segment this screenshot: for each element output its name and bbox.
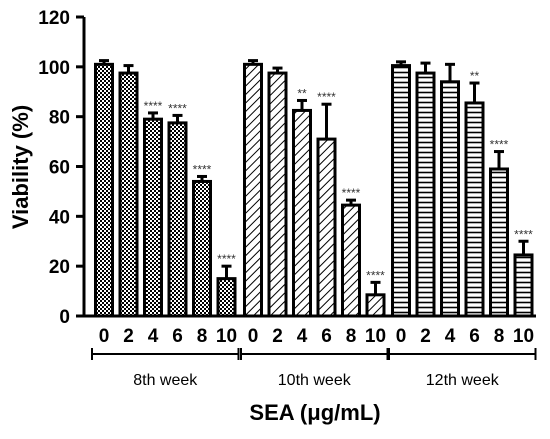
group-label: 8th week — [133, 372, 198, 389]
group-label: 10th week — [278, 372, 352, 389]
bar — [365, 293, 386, 318]
bar — [267, 71, 288, 318]
y-tick-label: 100 — [38, 58, 70, 79]
significance-label: **** — [144, 99, 163, 113]
significance-label: **** — [514, 227, 533, 241]
category-label: 4 — [148, 326, 159, 347]
y-tick-label: 60 — [49, 158, 70, 179]
bar — [341, 203, 361, 318]
bar — [440, 80, 460, 318]
category-label: 0 — [396, 326, 407, 347]
bar — [415, 71, 436, 318]
significance-label: **** — [193, 162, 212, 176]
x-axis-title: SEA (μg/mL) — [249, 400, 380, 425]
bar-series: **** ************** ********************** — [84, 59, 536, 318]
y-tick-label: 20 — [49, 257, 70, 278]
significance-label: **** — [366, 268, 385, 282]
category-label: 8 — [197, 326, 208, 347]
y-axis: 0 20 40 60 80 100 120 Viability (%) — [8, 8, 86, 328]
bar — [192, 179, 212, 318]
bar — [94, 62, 114, 318]
bar — [464, 101, 485, 318]
category-label: 0 — [248, 326, 259, 347]
category-label: 8 — [346, 326, 357, 347]
significance-label: ** — [470, 69, 480, 83]
category-label: 2 — [420, 326, 431, 347]
category-label: 6 — [321, 326, 332, 347]
category-label: 2 — [123, 326, 134, 347]
significance-label: **** — [168, 101, 187, 115]
category-label: 10 — [365, 326, 386, 347]
bar — [167, 121, 188, 318]
category-label: 6 — [172, 326, 183, 347]
category-label: 2 — [272, 326, 283, 347]
category-label: 6 — [469, 326, 480, 347]
category-label: 0 — [99, 326, 110, 347]
significance-label: **** — [342, 186, 361, 200]
bar — [292, 108, 312, 318]
significance-label: **** — [490, 138, 509, 152]
y-tick-label: 40 — [49, 207, 70, 228]
bar — [391, 64, 411, 318]
significance-label: **** — [317, 90, 336, 104]
category-label: 4 — [445, 326, 456, 347]
y-tick-label: 120 — [38, 8, 70, 29]
y-tick-label: 80 — [49, 108, 70, 129]
y-tick-label: 0 — [59, 307, 70, 328]
y-axis-title: Viability (%) — [8, 105, 33, 229]
bar — [243, 62, 263, 318]
category-label: 10 — [513, 326, 534, 347]
bar — [143, 117, 163, 318]
y-ticks: 0 20 40 60 80 100 120 — [38, 8, 84, 328]
bar — [118, 71, 139, 318]
group-label: 12th week — [426, 372, 500, 389]
significance-label: ** — [297, 86, 307, 100]
category-label: 4 — [297, 326, 308, 347]
bar — [489, 167, 509, 318]
significance-label: **** — [217, 252, 236, 266]
bar — [316, 137, 337, 318]
bar — [216, 277, 237, 318]
category-label: 10 — [216, 326, 237, 347]
bar — [513, 253, 534, 318]
category-label: 8 — [494, 326, 505, 347]
